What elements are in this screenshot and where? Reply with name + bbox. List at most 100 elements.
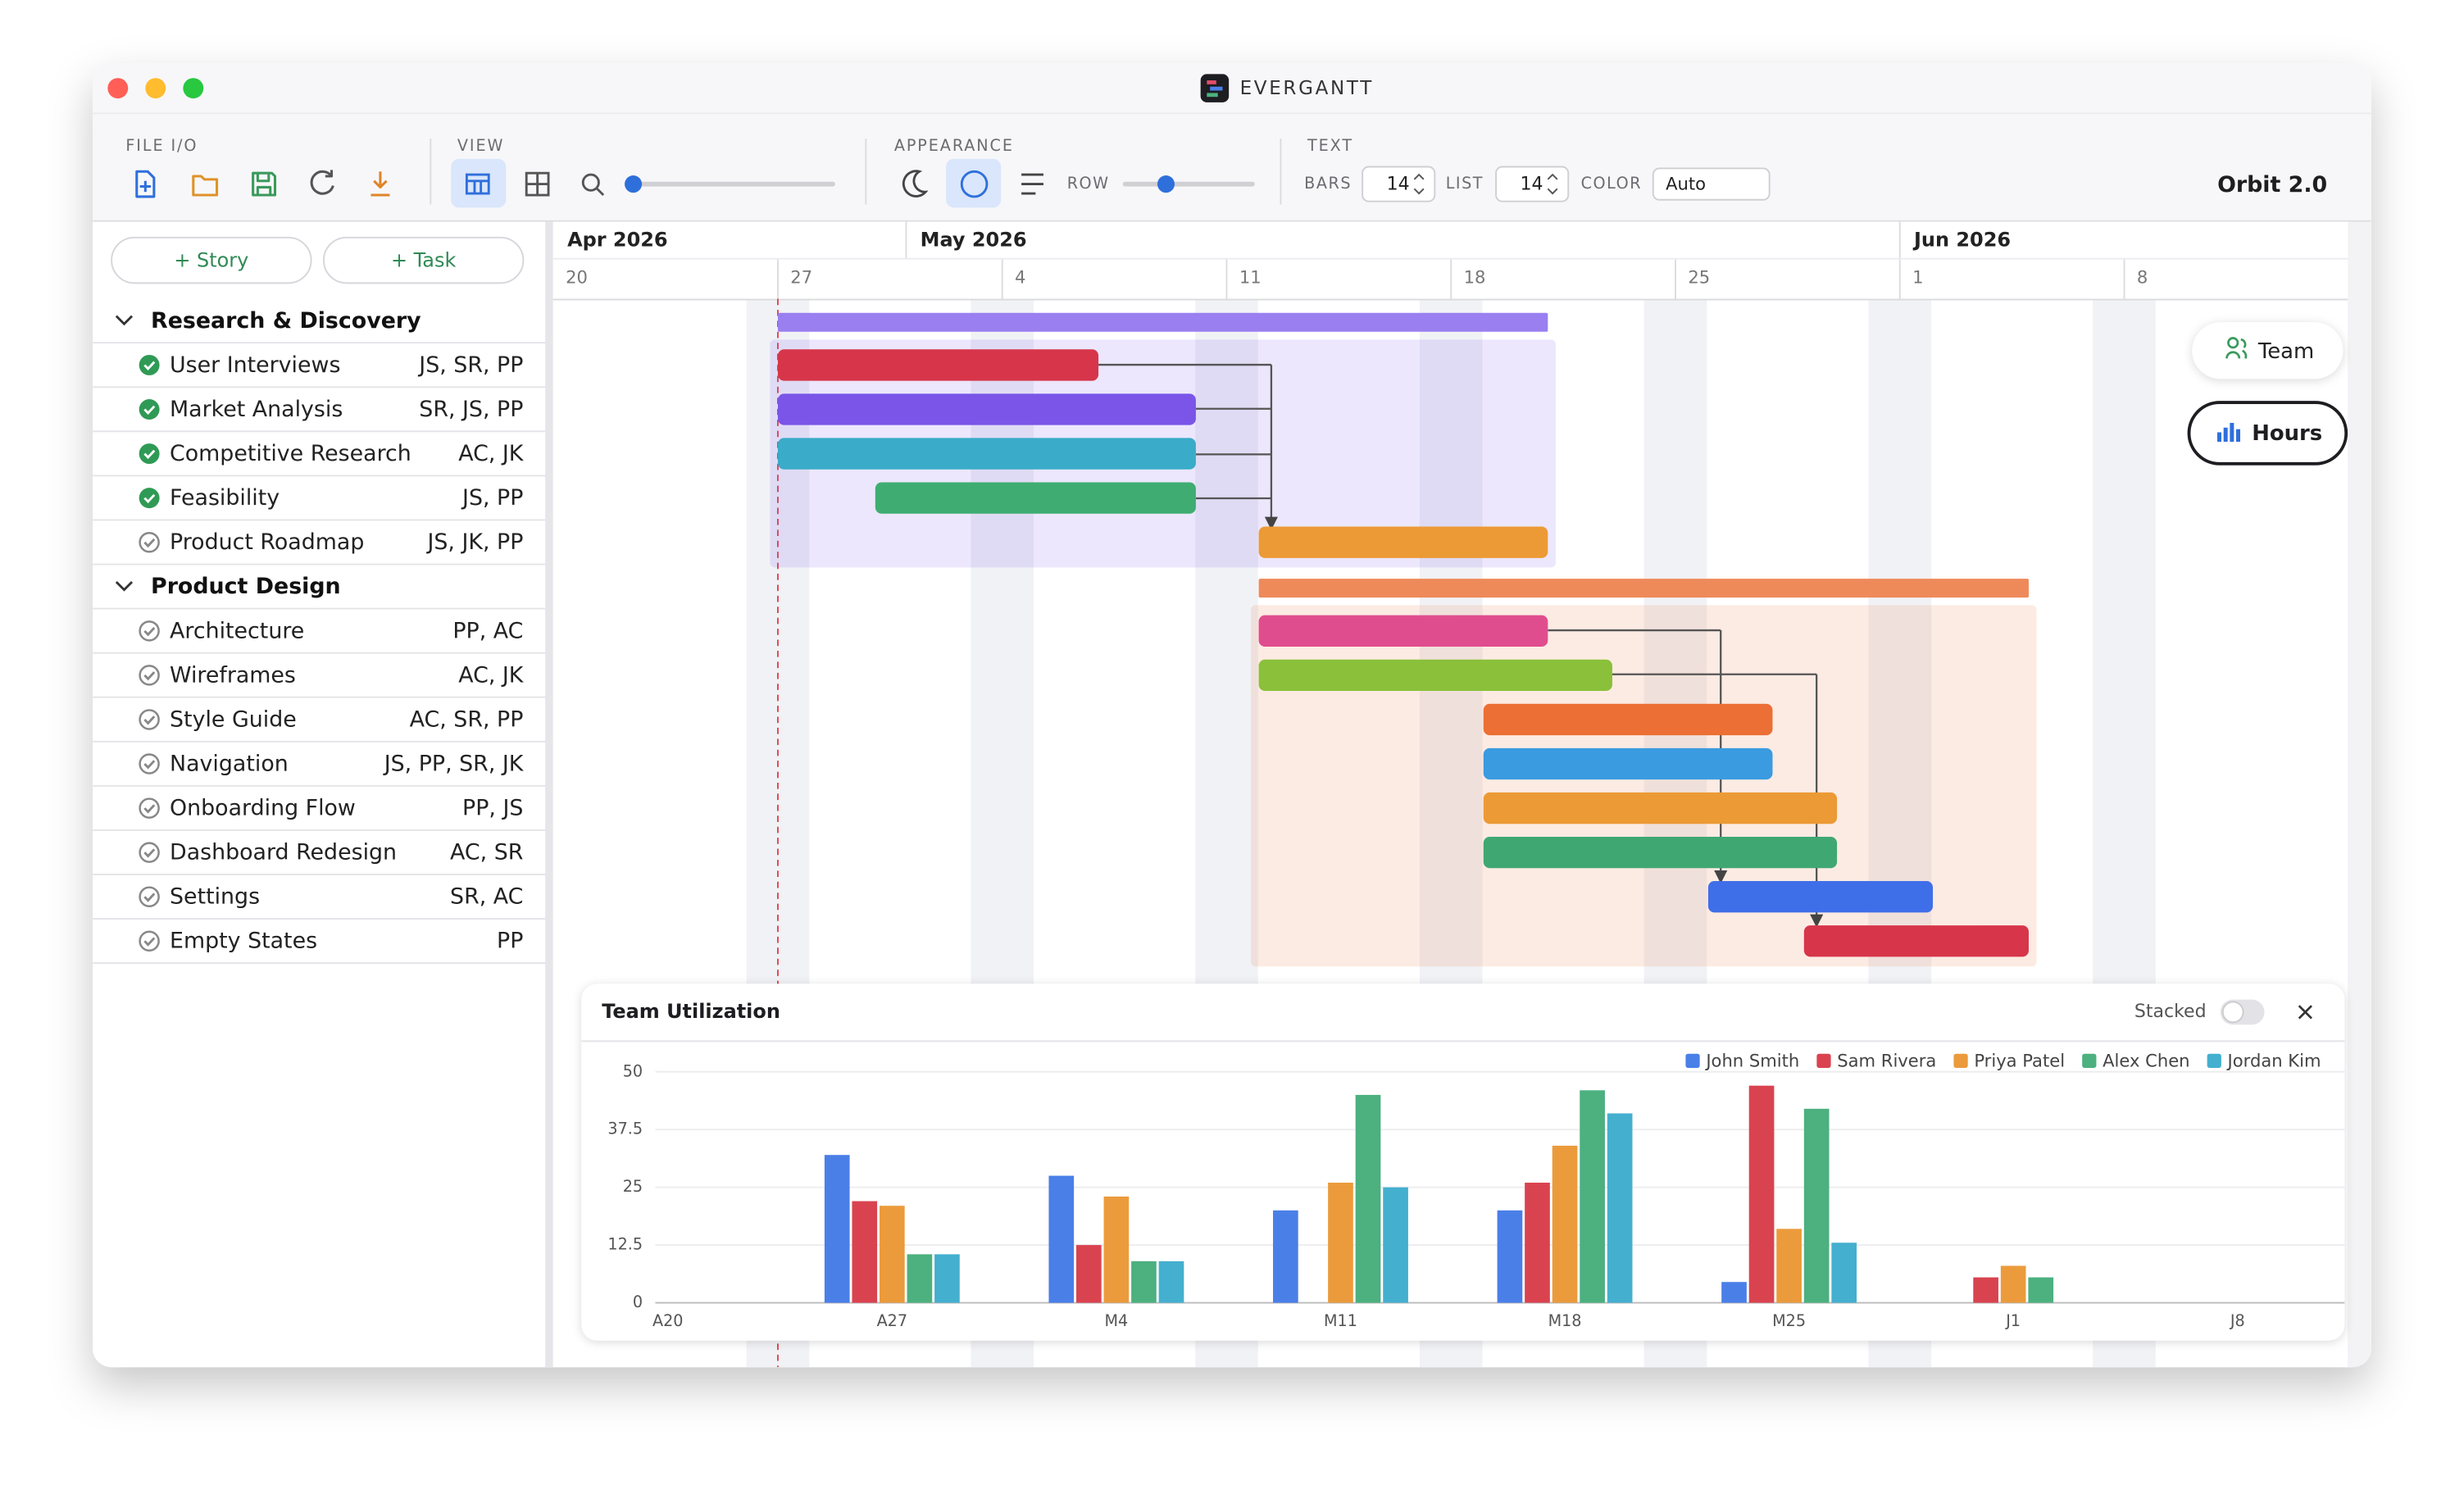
done-icon[interactable] bbox=[139, 443, 160, 465]
splitter[interactable] bbox=[545, 221, 553, 1368]
team-icon bbox=[2225, 337, 2248, 359]
task-bar[interactable] bbox=[1258, 526, 1548, 558]
task-assignees: JS, PP bbox=[461, 485, 523, 511]
task-name: Wireframes bbox=[170, 662, 296, 688]
bars-input[interactable] bbox=[1362, 166, 1436, 202]
month-label: May 2026 bbox=[921, 229, 1027, 252]
list-value: 14 bbox=[1521, 175, 1543, 195]
x-tick-label: M11 bbox=[1324, 1311, 1357, 1330]
collapse-chevron[interactable] bbox=[115, 315, 134, 326]
list-input[interactable] bbox=[1495, 166, 1570, 202]
task-assignees: AC, SR, PP bbox=[410, 706, 524, 732]
close-icon[interactable] bbox=[2298, 1005, 2312, 1020]
add-button[interactable] bbox=[111, 236, 312, 284]
task-bar[interactable] bbox=[777, 438, 1196, 470]
zoom-icon[interactable] bbox=[581, 173, 600, 192]
add-button[interactable] bbox=[322, 236, 525, 284]
grid-view-icon[interactable] bbox=[525, 171, 550, 197]
task-bar[interactable] bbox=[1483, 792, 1838, 824]
view-selected[interactable] bbox=[451, 158, 507, 208]
task-bar[interactable] bbox=[1258, 615, 1548, 647]
todo-icon[interactable] bbox=[139, 886, 160, 907]
task-name: Onboarding Flow bbox=[170, 796, 356, 821]
check-mark bbox=[143, 893, 156, 902]
done-icon[interactable] bbox=[139, 399, 160, 420]
todo-icon[interactable] bbox=[139, 842, 160, 863]
close-button[interactable] bbox=[107, 78, 129, 99]
dark-mode-icon[interactable] bbox=[902, 170, 929, 198]
scrollbar[interactable] bbox=[2348, 221, 2371, 1368]
y-tick-label: 37.5 bbox=[607, 1120, 643, 1138]
task-bar[interactable] bbox=[777, 349, 1099, 381]
check-mark bbox=[143, 671, 156, 681]
done-icon[interactable] bbox=[139, 354, 160, 375]
task-name: Market Analysis bbox=[170, 397, 343, 422]
task-assignees: AC, SR bbox=[450, 840, 523, 865]
save-icon[interactable] bbox=[252, 171, 277, 197]
group-shade bbox=[1251, 605, 2037, 967]
open-icon[interactable] bbox=[192, 175, 219, 197]
summary-bar[interactable] bbox=[777, 312, 1548, 332]
legend-swatch bbox=[1953, 1053, 1968, 1068]
bar bbox=[1328, 1183, 1353, 1303]
x-tick-label: M25 bbox=[1772, 1311, 1806, 1330]
team-button[interactable] bbox=[2192, 322, 2344, 379]
task-bar[interactable] bbox=[1483, 836, 1838, 869]
export-icon[interactable] bbox=[371, 171, 390, 197]
todo-icon[interactable] bbox=[139, 753, 160, 775]
slider-knob[interactable] bbox=[1157, 175, 1175, 193]
new-file-icon[interactable] bbox=[135, 170, 156, 198]
color-select[interactable] bbox=[1652, 167, 1771, 201]
task-assignees: AC, JK bbox=[458, 441, 525, 466]
x-tick-label: J1 bbox=[2005, 1311, 2021, 1330]
check-mark bbox=[143, 405, 156, 416]
app-icon-part bbox=[1210, 86, 1223, 91]
y-tick-label: 12.5 bbox=[607, 1235, 643, 1254]
bar bbox=[1580, 1090, 1605, 1303]
todo-icon[interactable] bbox=[139, 797, 160, 819]
summary-bar[interactable] bbox=[1258, 579, 2029, 598]
bar bbox=[1831, 1242, 1857, 1303]
hours-button[interactable] bbox=[2187, 401, 2348, 466]
check-mark bbox=[143, 361, 156, 370]
task-bar[interactable] bbox=[1707, 881, 1934, 913]
y-tick-label: 25 bbox=[623, 1177, 643, 1196]
task-bar[interactable] bbox=[1803, 925, 2029, 957]
palette-icon[interactable] bbox=[960, 170, 989, 198]
check-mark bbox=[143, 449, 156, 460]
todo-icon[interactable] bbox=[139, 531, 160, 553]
bar bbox=[907, 1254, 933, 1303]
sidebar bbox=[93, 221, 546, 1368]
legend-swatch bbox=[1685, 1053, 1700, 1068]
task-name: Feasibility bbox=[170, 485, 280, 511]
bar bbox=[852, 1201, 878, 1303]
align-icon[interactable] bbox=[1021, 173, 1043, 195]
steppers[interactable] bbox=[1413, 173, 1761, 195]
todo-icon[interactable] bbox=[139, 665, 160, 686]
zoom-button[interactable] bbox=[183, 78, 204, 99]
task-bar[interactable] bbox=[777, 393, 1196, 425]
app-icon-part bbox=[1207, 93, 1218, 98]
x-tick-label: A20 bbox=[652, 1311, 683, 1330]
slider-knob[interactable] bbox=[625, 175, 643, 193]
minimize-button[interactable] bbox=[145, 78, 166, 99]
reload-icon[interactable] bbox=[310, 170, 334, 195]
appearance-selected[interactable] bbox=[946, 158, 1002, 208]
bar bbox=[1607, 1113, 1633, 1303]
todo-icon[interactable] bbox=[139, 620, 160, 642]
task-assignees: JS, PP, SR, JK bbox=[383, 751, 525, 776]
bar bbox=[1355, 1094, 1381, 1303]
table-view-icon[interactable] bbox=[465, 173, 490, 195]
todo-icon[interactable] bbox=[139, 709, 160, 730]
task-bar[interactable] bbox=[1258, 659, 1612, 692]
task-bar[interactable] bbox=[875, 482, 1196, 514]
done-icon[interactable] bbox=[139, 488, 160, 509]
week-label: 8 bbox=[2137, 267, 2148, 288]
task-bar[interactable] bbox=[1483, 747, 1773, 780]
collapse-chevron[interactable] bbox=[115, 580, 134, 592]
team-label: Team bbox=[2257, 339, 2314, 364]
task-bar[interactable] bbox=[1483, 703, 1773, 736]
todo-icon[interactable] bbox=[139, 930, 160, 952]
x-tick-label: M4 bbox=[1105, 1311, 1129, 1330]
version: Orbit 2.0 bbox=[2217, 172, 2327, 198]
